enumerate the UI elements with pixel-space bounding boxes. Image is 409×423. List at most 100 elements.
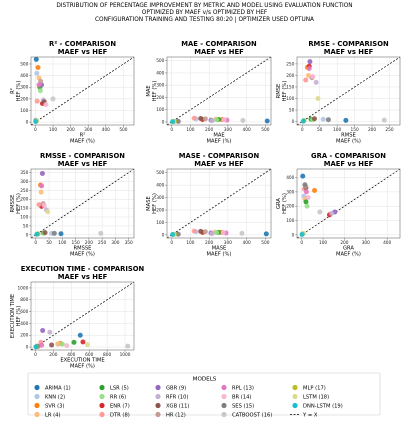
legend-frame xyxy=(27,372,381,416)
chart-subtitle: MAEF vs HEF xyxy=(324,48,374,56)
x-tick-label: 400 xyxy=(243,127,251,133)
y-tick-label: 200 xyxy=(286,73,294,79)
legend-item-mlp-17: MLP (17) xyxy=(292,384,326,391)
point-rfr-10 xyxy=(47,329,53,335)
x-axis-label: MAEF (%) xyxy=(70,363,95,369)
suptitle-line-1: DISTRIBUTION OF PERCENTAGE IMPROVEMENT B… xyxy=(56,3,352,9)
legend-swatch xyxy=(292,402,298,409)
legend-item-catboost-16: CATBOOST (16) xyxy=(221,411,272,418)
x-tick-label: 400 xyxy=(243,240,251,246)
y-tick-label: 300 xyxy=(286,189,294,195)
y-tick-label: 200 xyxy=(20,197,28,203)
y-axis-label: GRA xyxy=(276,198,282,209)
x-axis-label: MAEF (%) xyxy=(207,138,232,144)
y-tick-label: 100 xyxy=(20,108,28,114)
legend-label: LSR (5) xyxy=(110,385,129,391)
x-tick-label: 800 xyxy=(103,352,111,358)
legend-title: MODELS xyxy=(193,377,217,383)
y-axis-label: RMSE xyxy=(276,84,282,99)
x-axis-label: RMSSE xyxy=(74,246,92,252)
legend-swatch xyxy=(99,393,105,400)
legend-label: DTR (8) xyxy=(110,412,130,418)
point-svr-3 xyxy=(35,64,41,70)
x-tick-label: 500 xyxy=(261,127,269,133)
legend-item-rpl-13: RPL (13) xyxy=(221,384,254,391)
point-dnn-lstm-19 xyxy=(170,232,176,238)
chart-subtitle: MAEF vs HEF xyxy=(58,160,108,168)
chart-title: RMSSE - COMPARISON xyxy=(40,152,125,160)
reference-line-y-equals-x xyxy=(166,56,272,126)
x-tick-label: 500 xyxy=(261,240,269,246)
legend-swatch xyxy=(221,411,227,418)
x-axis-label: MAEF (%) xyxy=(70,138,95,144)
legend-label: LR (4) xyxy=(45,412,61,418)
x-tick-label: 100 xyxy=(333,127,341,133)
y-axis-label: MASE xyxy=(146,196,152,211)
legend-item-lr-4: LR (4) xyxy=(34,411,61,418)
legend-item-rfr-10: RFR (10) xyxy=(155,393,189,400)
legend-item-dnn-lstm-19: DNN-LSTM (19) xyxy=(292,402,343,409)
legend-item-arima-1: ARIMA (1) xyxy=(34,384,71,391)
x-tick-label: 300 xyxy=(111,240,119,246)
x-tick-label: 150 xyxy=(351,127,359,133)
x-tick-label: 100 xyxy=(58,240,66,246)
y-tick-label: 200 xyxy=(286,204,294,210)
y-tick-label: 0 xyxy=(292,232,295,238)
point-hr-12 xyxy=(202,116,208,122)
x-axis-label: MAE xyxy=(213,133,224,139)
chart-title: GRA - COMPARISON xyxy=(311,152,386,160)
chart-title: EXECUTION TIME - COMPARISON xyxy=(21,265,145,273)
reference-line-y-equals-x xyxy=(30,281,135,351)
y-tick-label: 300 xyxy=(20,179,28,185)
legend-swatch xyxy=(34,384,40,391)
legend-swatch xyxy=(99,402,105,409)
y-tick-label: 600 xyxy=(20,309,28,315)
legend-label: GBR (9) xyxy=(166,385,186,391)
point-xgb-11 xyxy=(49,342,55,348)
point-arima-1 xyxy=(300,173,306,179)
y-tick-label: 150 xyxy=(286,84,294,90)
point-rpl-13 xyxy=(39,342,45,348)
legend-label: SVR (3) xyxy=(45,403,64,409)
point-dtr-8 xyxy=(191,115,197,121)
plot-frame xyxy=(30,281,135,351)
point-br-14 xyxy=(221,117,227,123)
point-br-14 xyxy=(305,195,311,201)
legend-item-lstm-18: LSTM (18) xyxy=(292,393,329,400)
legend-label: RFR (10) xyxy=(166,394,189,400)
point-arima-1 xyxy=(264,118,270,124)
y-axis-label: R² xyxy=(10,88,16,94)
point-dnn-lstm-19 xyxy=(33,344,39,350)
y-tick-label: 50 xyxy=(23,223,29,229)
point-dnn-lstm-19 xyxy=(34,231,40,237)
x-tick-label: 250 xyxy=(385,127,393,133)
x-tick-label: 1000 xyxy=(120,352,131,358)
point-catboost-16 xyxy=(317,209,323,215)
legend-swatch xyxy=(292,384,298,391)
x-tick-label: 0 xyxy=(34,352,37,358)
x-tick-label: 500 xyxy=(119,127,127,133)
point-gbr-9 xyxy=(39,170,45,176)
point-dtr-8 xyxy=(303,77,309,83)
chart-title: R² - COMPARISON xyxy=(49,40,116,48)
legend-swatch xyxy=(221,384,227,391)
x-tick-label: 150 xyxy=(71,240,79,246)
y-tick-label: 500 xyxy=(20,61,28,67)
point-arima-1 xyxy=(263,231,269,237)
point-rpl-13 xyxy=(39,183,45,189)
point-rpl-13 xyxy=(303,189,309,195)
y-tick-label: 200 xyxy=(156,95,164,101)
point-knn-2 xyxy=(320,116,326,122)
x-tick-label: 100 xyxy=(186,127,194,133)
point-xgb-11 xyxy=(311,116,317,122)
suptitle-line-2: OPTIMIZED BY MAEF v/s OPTIMIZED BY HEF xyxy=(142,10,267,16)
legend-label: RR (6) xyxy=(110,394,126,400)
point-catboost-16 xyxy=(98,230,104,236)
point-catboost-16 xyxy=(125,343,131,349)
x-tick-label: 50 xyxy=(317,127,323,133)
plot-frame xyxy=(30,56,135,126)
legend-label: ARIMA (1) xyxy=(45,385,71,391)
x-axis-label: MAEF (%) xyxy=(336,138,361,144)
point-gbr-9 xyxy=(307,59,313,65)
y-tick-label: 350 xyxy=(20,170,28,176)
